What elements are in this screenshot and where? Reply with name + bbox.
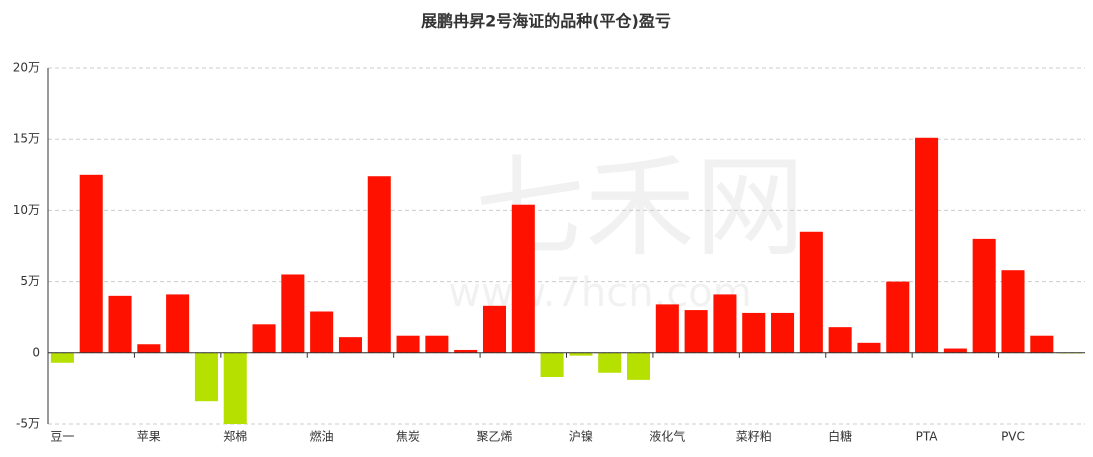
- bar: [252, 324, 276, 353]
- x-tick-label: 焦炭: [396, 430, 420, 444]
- bar: [915, 137, 939, 353]
- bar: [626, 352, 651, 380]
- x-tick-label: 菜籽粕: [736, 429, 772, 444]
- bar: [799, 231, 823, 353]
- bar: [425, 335, 449, 353]
- bar: [367, 176, 391, 353]
- bar: [338, 337, 362, 353]
- bar: [1030, 335, 1054, 353]
- bar: [281, 274, 305, 353]
- bar: [713, 294, 737, 353]
- bar: [511, 204, 535, 353]
- x-tick-label: 豆一: [50, 430, 74, 444]
- bar: [569, 352, 593, 356]
- y-tick-label: 15万: [13, 132, 40, 146]
- bar: [943, 348, 967, 353]
- bar: [972, 238, 996, 353]
- bar: [857, 342, 881, 353]
- x-tick-label: PVC: [1001, 430, 1025, 444]
- x-tick-label: 郑棉: [223, 429, 247, 444]
- bar: [1001, 270, 1025, 353]
- bar: [166, 294, 190, 353]
- y-tick-label: 0: [32, 345, 40, 359]
- x-tick-label: 聚乙烯: [476, 430, 512, 444]
- y-tick-label: 20万: [13, 61, 40, 75]
- x-tick-label: 苹果: [137, 430, 161, 444]
- bar: [598, 352, 622, 373]
- bar: [108, 295, 132, 353]
- bar: [482, 305, 507, 353]
- chart-title: 展鹏冉昇2号海证的品种(平仓)盈亏: [421, 12, 671, 31]
- x-tick-label: 沪镍: [569, 430, 593, 444]
- bar: [655, 304, 679, 353]
- x-tick-label: 液化气: [649, 429, 685, 444]
- bar: [540, 352, 564, 378]
- bar: [310, 311, 334, 353]
- x-tick-label: 白糖: [828, 429, 852, 444]
- bar: [137, 344, 161, 353]
- x-tick-label: 燃油: [310, 429, 334, 444]
- y-tick-label: 10万: [13, 203, 40, 217]
- x-tick-label: PTA: [916, 430, 939, 444]
- y-tick-label: -5万: [16, 417, 40, 431]
- bar: [742, 312, 766, 353]
- bar: [79, 174, 103, 353]
- bar: [194, 352, 218, 402]
- bar: [454, 349, 478, 353]
- bar: [684, 310, 708, 353]
- bar: [828, 327, 852, 353]
- bar: [50, 352, 74, 363]
- bar: [771, 312, 795, 353]
- bar: [396, 335, 420, 353]
- y-tick-label: 5万: [20, 274, 40, 288]
- bar: [886, 281, 910, 353]
- bar: [223, 352, 247, 424]
